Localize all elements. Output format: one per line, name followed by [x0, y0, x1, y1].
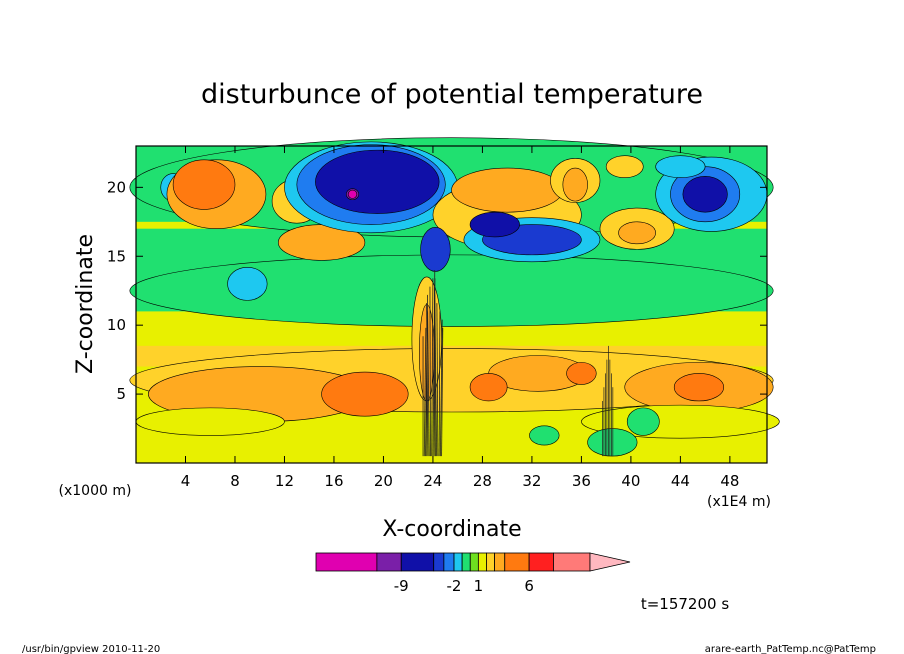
x-tick-label: 48: [720, 472, 739, 490]
contour-region: [172, 159, 236, 210]
colorbar-segment: [477, 552, 487, 572]
footer-left: /usr/bin/gpview 2010-11-20: [22, 644, 160, 654]
colorbar-label: 6: [524, 577, 534, 595]
contour-region: [618, 221, 656, 245]
colorbar-segment: [553, 552, 591, 572]
x-tick-label: 20: [374, 472, 393, 490]
x-tick-label: 16: [324, 472, 343, 490]
colorbar-segment: [461, 552, 471, 572]
x-unit-left: (x1000 m): [59, 483, 132, 499]
y-axis-label: Z-coordinate: [73, 234, 98, 374]
colorbar-segment: [469, 552, 479, 572]
colorbar-labels: -9 -2 1 6: [394, 577, 534, 595]
contour-line: [427, 294, 430, 457]
contour-region: [321, 371, 409, 417]
contour-region: [587, 428, 638, 457]
contour-region: [451, 167, 564, 213]
colorbar-label: -2: [447, 577, 462, 595]
x-tick-label: 40: [621, 472, 640, 490]
x-tick-label: 8: [230, 472, 240, 490]
contour-region: [682, 176, 728, 213]
y-tick-label: 5: [116, 385, 126, 403]
x-tick-label: 32: [522, 472, 541, 490]
contour-region: [626, 407, 660, 436]
contour-region: [420, 227, 451, 272]
colorbar-segment: [528, 552, 554, 572]
colorbar: [315, 552, 631, 572]
contour-line: [434, 294, 438, 457]
plot-area: [129, 137, 780, 463]
contour-region: [347, 189, 358, 199]
contour-region: [135, 407, 285, 436]
x-tick-label: 12: [275, 472, 294, 490]
contour-line: [441, 327, 444, 457]
contour-region: [655, 155, 706, 179]
contour-line: [438, 311, 441, 457]
contour-line: [434, 286, 436, 457]
colorbar-arrow: [589, 552, 631, 572]
footer-right: arare-earth_PatTemp.nc@PatTemp: [705, 644, 876, 654]
field-band: [136, 332, 767, 346]
contour-region: [562, 167, 588, 202]
contour-region: [605, 155, 644, 179]
colorbar-segment: [504, 552, 530, 572]
contour-line: [439, 319, 443, 457]
contour-line: [436, 303, 439, 457]
colorbar-segment: [443, 552, 455, 572]
contour-region: [315, 149, 440, 214]
plot-frame: [135, 145, 768, 464]
x-tick-label: 24: [423, 472, 442, 490]
contour-line: [426, 303, 429, 457]
y-tick-label: 10: [107, 316, 126, 334]
x-axis-label: X-coordinate: [382, 517, 521, 542]
colorbar-segment: [486, 552, 496, 572]
time-label: t=157200 s: [641, 595, 729, 613]
contour-line: [429, 286, 431, 457]
contour-line: [423, 327, 427, 457]
colorbar-label: -9: [394, 577, 409, 595]
colorbar-segment: [315, 552, 378, 572]
x-tick-label: 44: [671, 472, 690, 490]
colorbar-segment: [494, 552, 506, 572]
contour-region: [129, 254, 774, 327]
colorbar-segment: [453, 552, 463, 572]
contour-region: [566, 362, 597, 385]
contour-region: [469, 211, 520, 238]
colorbar-segment: [400, 552, 435, 572]
colorbar-segment: [376, 552, 402, 572]
contour-line: [431, 278, 434, 457]
x-axis-ticks: 4 8 12 16 20 24 28 32 36 40 44 48: [181, 146, 739, 490]
colorbar-label: 1: [474, 577, 484, 595]
x-tick-label: 28: [473, 472, 492, 490]
y-tick-label: 15: [107, 247, 126, 265]
contour-region: [227, 266, 268, 301]
x-unit-right: (x1E4 m): [707, 494, 771, 510]
y-tick-label: 20: [107, 178, 126, 196]
colorbar-segment: [433, 552, 445, 572]
chart-title: disturbunce of potential temperature: [201, 79, 703, 110]
x-tick-label: 36: [572, 472, 591, 490]
contour-region: [529, 425, 560, 446]
x-tick-label: 4: [181, 472, 191, 490]
contour-region: [673, 373, 724, 402]
y-axis-ticks: 5 10 15 20: [107, 178, 767, 403]
contour-region: [469, 373, 508, 402]
